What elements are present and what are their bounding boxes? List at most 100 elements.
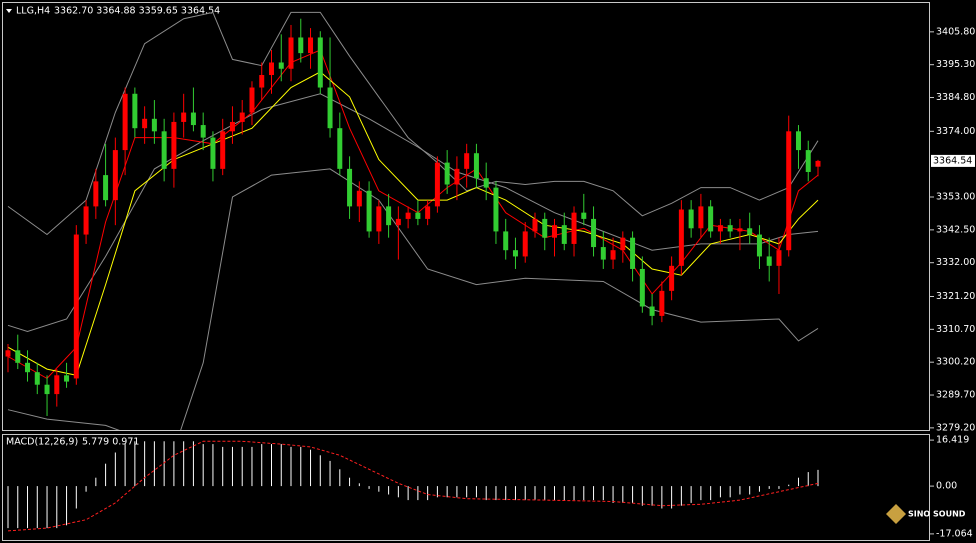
candle-body: [327, 87, 333, 129]
candle-body: [727, 225, 733, 232]
y-tick-label: 3289.70: [936, 390, 975, 401]
candle-body: [122, 93, 128, 151]
candle-body: [298, 37, 304, 54]
candle-body: [659, 290, 665, 316]
macd-panel: [2, 434, 930, 541]
price-axis: 3405.80 3395.30 3384.80 3374.00 3353.00 3342.…: [930, 26, 975, 539]
y-tick-label: 3405.80: [936, 26, 975, 37]
y-tick-label: 3374.00: [936, 126, 975, 137]
candle-body: [249, 87, 255, 113]
candle-body: [278, 62, 284, 69]
candle-body: [737, 228, 743, 232]
candle-body: [532, 218, 538, 232]
y-tick-label: 3395.30: [936, 59, 975, 70]
candle-body: [229, 121, 235, 132]
macd-title: MACD(12,26,9): [6, 437, 78, 448]
candle-body: [649, 306, 655, 316]
candle-body: [776, 250, 782, 266]
y-tick-label: -17.064: [936, 528, 973, 539]
candle-body: [747, 228, 753, 235]
candle-body: [64, 375, 70, 382]
candle-body: [415, 212, 421, 219]
candle-body: [756, 234, 762, 257]
macd-values: 5.779 0.971: [82, 437, 139, 448]
candle-body: [688, 209, 694, 229]
logo-icon: [886, 504, 906, 524]
price-marker: [931, 154, 975, 167]
macd-signal: [7, 440, 819, 532]
menu-arrow: [6, 9, 12, 13]
candle-body: [493, 187, 499, 232]
candle-body: [151, 118, 157, 132]
logo: SINO SOUND: [886, 504, 966, 524]
candle-body: [698, 206, 704, 229]
candle-body: [288, 37, 294, 69]
candle-body: [717, 225, 723, 232]
logo-text: SINO SOUND: [908, 510, 966, 519]
candle-body: [591, 218, 597, 248]
candle-body: [25, 362, 31, 373]
candle-body: [815, 160, 821, 167]
candle-body: [473, 153, 479, 179]
candle-body: [200, 125, 206, 138]
candle-body: [268, 62, 274, 76]
candle-body: [669, 265, 675, 291]
candle-body: [639, 268, 645, 307]
candle-body: [395, 218, 401, 226]
candle-body: [766, 256, 772, 266]
y-tick-label: 0.00: [936, 481, 957, 492]
candle-body: [542, 218, 548, 238]
y-tick-label: 16.419: [936, 435, 969, 446]
candle-body: [561, 225, 567, 244]
y-tick-label: 3342.50: [936, 224, 975, 235]
symbol: LLG,H4: [16, 6, 50, 17]
candle-body: [210, 137, 216, 169]
candle-body: [220, 131, 226, 169]
candle-body: [44, 384, 50, 395]
ohlc-label: 3362.70 3364.88 3359.65 3364.54: [54, 6, 220, 17]
candle-body: [425, 206, 431, 219]
candle-body: [112, 150, 118, 201]
candle-body: [366, 190, 372, 232]
candle-body: [620, 237, 626, 251]
price-plot: [5, 11, 821, 430]
candle-body: [678, 209, 684, 266]
candle-body: [93, 181, 99, 207]
overlay-line: [7, 93, 819, 333]
candle-body: [522, 231, 528, 257]
candle-body: [454, 168, 460, 185]
y-tick-label: 3321.20: [936, 291, 975, 302]
candle-body: [356, 190, 362, 207]
macd-plot: [7, 440, 819, 532]
candle-body: [103, 175, 109, 201]
candle-body: [190, 112, 196, 126]
candle-body: [337, 128, 343, 169]
candle-body: [347, 168, 353, 207]
candle-body: [161, 131, 167, 169]
candle-body: [171, 121, 177, 169]
candle-body: [483, 178, 489, 188]
candle-body: [259, 75, 265, 88]
candle-body: [795, 131, 801, 151]
y-tick-label: 3384.80: [936, 92, 975, 103]
candle-body: [181, 112, 187, 122]
y-tick-label: 3332.00: [936, 257, 975, 268]
candle-body: [73, 234, 79, 379]
y-tick-label: 3353.00: [936, 192, 975, 203]
candle-body: [805, 150, 811, 172]
main-panel: [2, 2, 930, 431]
candle-body: [581, 212, 587, 219]
candle-body: [405, 212, 411, 219]
candle-body: [708, 206, 714, 232]
overlay-line: [7, 168, 819, 430]
candle-body: [15, 350, 21, 363]
y-tick-label: 3279.20: [936, 422, 975, 433]
price-marker-label: 3364.54: [933, 155, 972, 166]
candle-body: [444, 162, 450, 185]
candle-body: [571, 212, 577, 244]
candle-body: [5, 350, 11, 357]
candle-body: [54, 375, 60, 395]
candle-body: [376, 206, 382, 232]
